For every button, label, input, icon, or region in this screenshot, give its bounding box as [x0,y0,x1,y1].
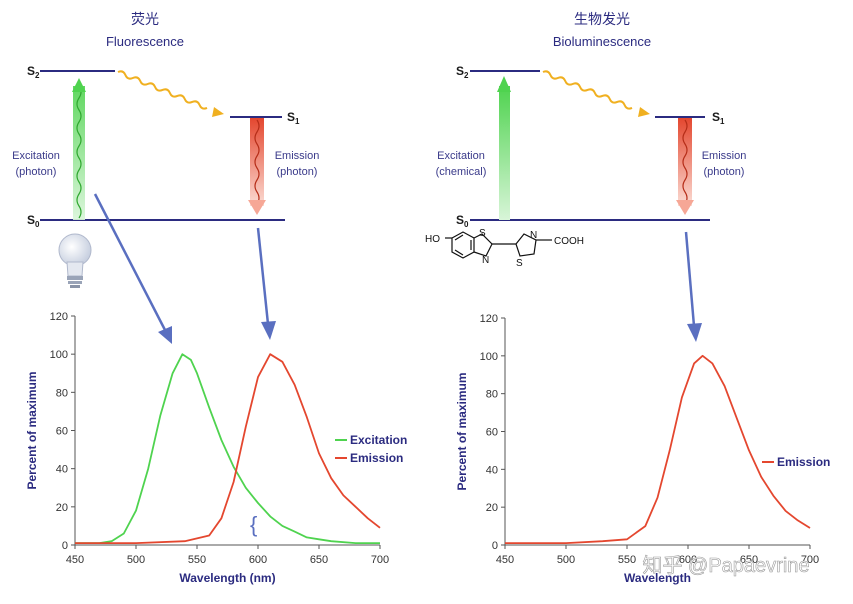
relaxation-squiggle-right [542,70,633,110]
bio-y-axis-label: Percent of maximum [455,372,469,490]
emission-arrowhead [248,200,266,215]
bio-x-tick-label: 650 [740,554,758,566]
relaxation-squiggle [117,70,208,110]
s2-label: S2 [27,64,40,80]
s0-label-right: S0 [456,213,469,229]
fluor-series-excitation-line [75,353,380,544]
fluor-y-tick-label: 100 [50,349,68,361]
chemical-excitation-label-line1: Excitation [437,150,485,162]
excitation-wave [76,85,82,219]
molecule-n-left: N [482,255,489,266]
bio-x-tick-label: 450 [496,554,514,566]
chemical-excitation-band [499,86,510,220]
s2-label-right: S2 [456,64,469,80]
emission-pointer-head [261,321,276,340]
bio-y-tick-label: 20 [486,502,498,514]
bio-x-tick-label: 700 [801,554,819,566]
emission-pointer-arrow [256,227,270,325]
bio-x-tick-label: 600 [679,554,697,566]
bio-y-tick-label: 60 [486,427,498,439]
fluor-x-tick-label: 450 [66,554,84,566]
relaxation-arrowhead [212,107,224,117]
fluorescence-diagram: 荧光 Fluorescence S2 S1 S0 Excitation (pho… [12,11,319,344]
chemical-excitation-arrowhead [497,76,511,92]
excitation-pointer-head [158,326,172,344]
s1-label: S1 [287,110,300,126]
excitation-label-line2: (photon) [16,166,57,178]
fluorescence-title-en: Fluorescence [106,34,184,49]
emission-wave [254,119,260,205]
fluor-y-tick-label: 40 [56,464,68,476]
fluor-x-tick-label: 650 [310,554,328,566]
fluor-y-tick-label: 80 [56,387,68,399]
emission-label-right-line2: (photon) [704,166,745,178]
fluor-x-axis-label: Wavelength (nm) [179,571,275,585]
light-bulb-icon [58,233,92,288]
fluor-legend-label-emission: Emission [350,451,403,465]
fluor-y-axis-label: Percent of maximum [25,371,39,489]
bio-x-tick-label: 500 [557,554,575,566]
bio-y-tick-label: 0 [492,540,498,552]
bio-legend-label-emission: Emission [777,455,830,469]
bio-x-tick-label: 550 [618,554,636,566]
emission-label-right-line1: Emission [702,150,747,162]
fluor-y-tick-label: 60 [56,426,68,438]
bio-y-tick-label: 80 [486,389,498,401]
bioluminescence-title-en: Bioluminescence [553,34,651,49]
emission-band-right [678,118,692,206]
bio-x-axis-label: Wavelength [624,571,691,585]
fluorescence-spectrum-chart: 0 20 40 60 80 100 120 450 500 550 600 650 700 Wavelen… [25,311,407,585]
bioluminescence-title-cn: 生物发光 [574,11,630,27]
emission-arrowhead-right [676,200,694,215]
molecule-ho: HO [425,234,440,245]
overlap-brace-icon: { [250,512,257,537]
chemical-excitation-label-line2: (chemical) [436,166,487,178]
excitation-band [73,86,85,220]
bio-y-tick-label: 40 [486,464,498,476]
fluor-y-tick-label: 120 [50,311,68,323]
emission-band [250,118,264,206]
emission-wave-right [682,119,688,205]
s0-label: S0 [27,213,40,229]
emission-label-line1: Emission [275,150,320,162]
fluor-x-tick-label: 700 [371,554,389,566]
luciferin-molecule-structure [445,231,552,259]
fluor-series-emission-line [75,353,381,544]
relaxation-arrowhead-right [638,107,650,117]
excitation-pointer-arrow [93,193,167,331]
molecule-n-right: N [530,230,537,241]
bio-y-tick-label: 120 [480,313,498,325]
emission-label-line2: (photon) [277,166,318,178]
watermark: 知乎 @Papaevrine [642,554,809,577]
fluor-x-tick-label: 500 [127,554,145,566]
molecule-s-left: S [479,228,486,239]
bio-series-emission-line [505,354,811,544]
fluor-x-tick-label: 600 [249,554,267,566]
fluorescence-title-cn: 荧光 [131,11,159,27]
s1-label-right: S1 [712,110,725,126]
bio-emission-pointer-head [687,323,702,342]
fluor-y-tick-label: 20 [56,502,68,514]
molecule-cooh: COOH [554,236,584,247]
bioluminescence-diagram: 生物发光 Bioluminescence S2 S1 S0 Excitation… [425,11,746,342]
bio-emission-pointer-arrow [684,231,696,327]
bioluminescence-spectrum-chart: 0 20 40 60 80 100 120 450 500 550 600 650 700 Wavelen… [455,313,830,585]
excitation-label-line1: Excitation [12,150,60,162]
fluor-y-tick-label: 0 [62,540,68,552]
excitation-arrowhead [72,78,86,92]
bio-y-tick-label: 100 [480,351,498,363]
fluor-x-tick-label: 550 [188,554,206,566]
fluor-legend-label-excitation: Excitation [350,433,407,447]
molecule-s-right: S [516,258,523,269]
